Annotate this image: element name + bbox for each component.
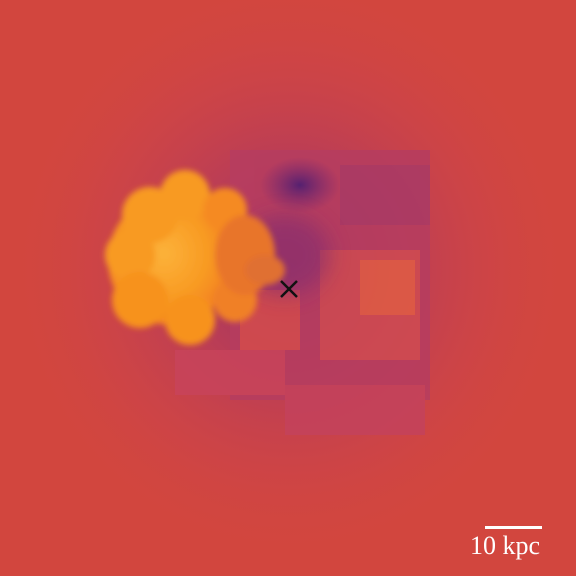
cross-icon xyxy=(280,280,298,298)
scale-bar-label: 10 kpc xyxy=(470,531,541,560)
scale-bar-line xyxy=(485,526,542,529)
hot-gas-bubble xyxy=(105,170,285,345)
